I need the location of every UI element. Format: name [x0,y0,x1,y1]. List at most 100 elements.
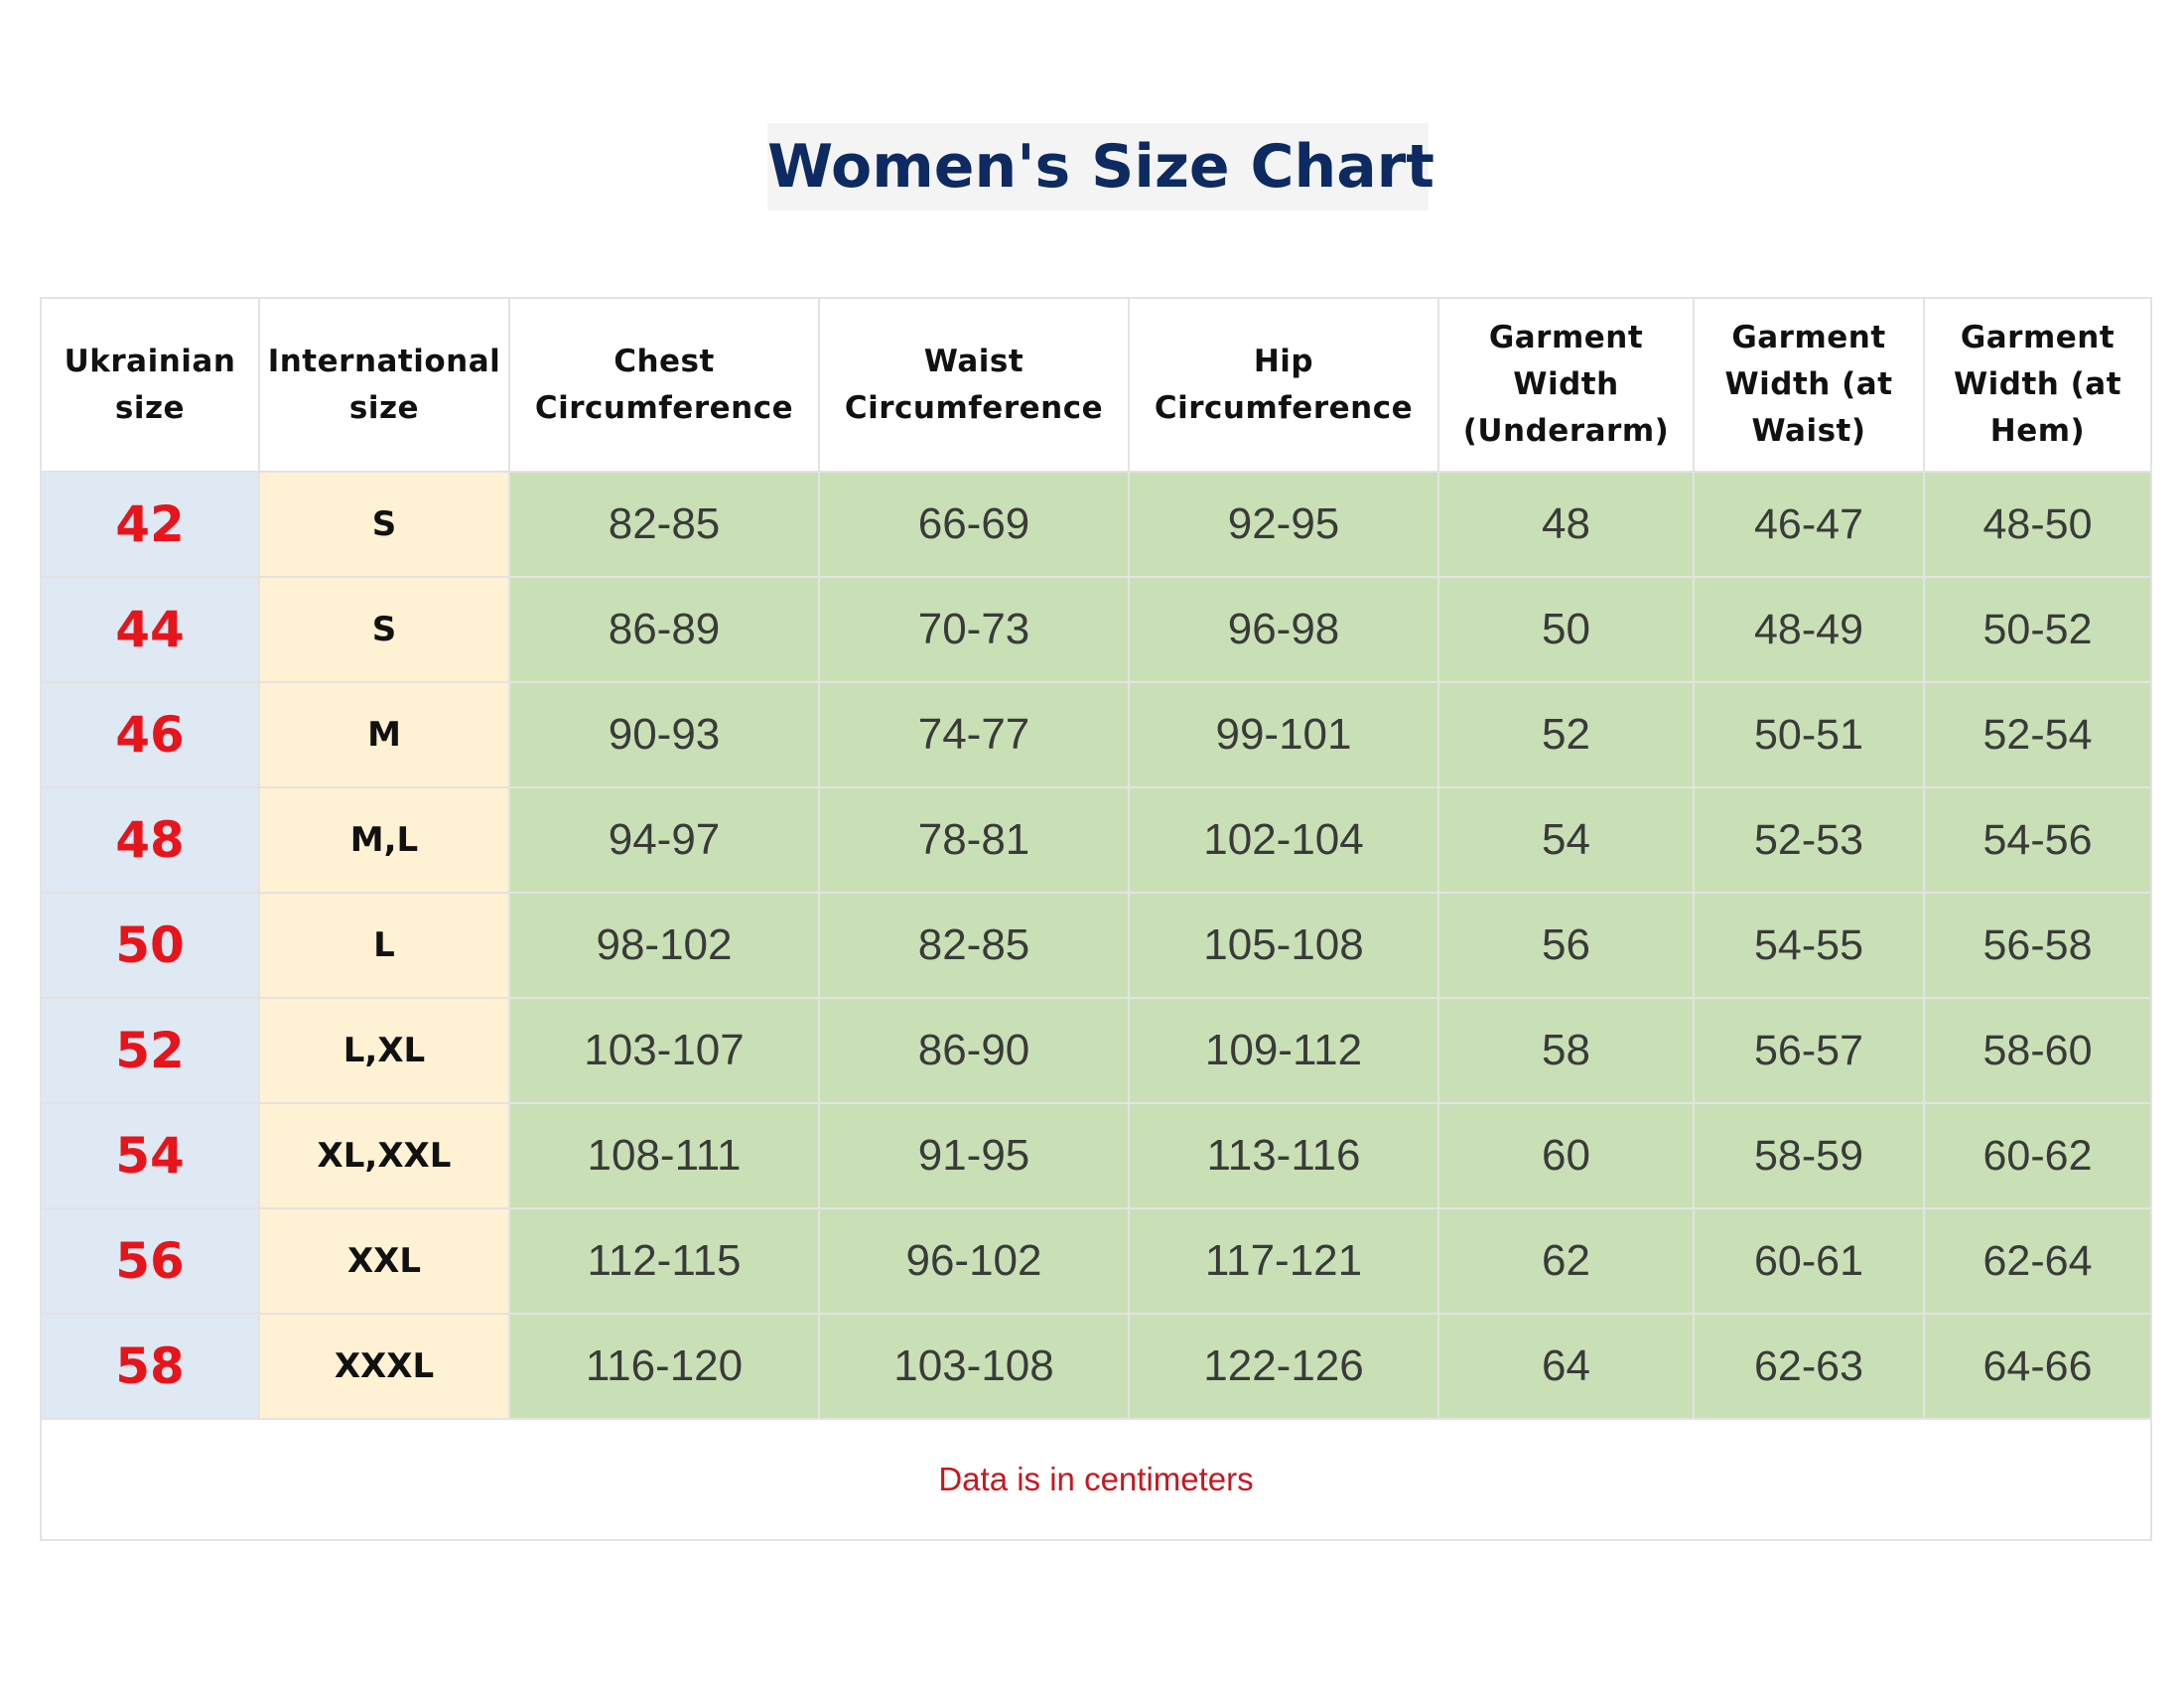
garment-width-waist-cell: 52-53 [1693,786,1925,894]
garment-width-hem-cell: 48-50 [1923,471,2152,578]
garment-width-underarm-cell: 50 [1437,576,1695,683]
international-size-cell: M,L [258,786,510,894]
table-row: 50 L 98-102 82-85 105-108 56 54-55 56-58 [40,892,2152,999]
waist-cell: 66-69 [818,471,1130,578]
units-note: Data is in centimeters [40,1418,2152,1541]
garment-width-underarm-cell: 58 [1437,997,1695,1104]
column-header-label: Ukrainian size [64,343,236,426]
garment-width-waist-cell: 54-55 [1693,892,1925,999]
chest-cell: 116-120 [508,1313,820,1420]
ukrainian-size-cell: 50 [40,892,260,999]
garment-width-hem-cell: 54-56 [1923,786,2152,894]
hip-cell: 92-95 [1128,471,1439,578]
ukrainian-size-cell: 54 [40,1102,260,1209]
column-header-label: Hip Circumference [1154,343,1414,426]
garment-width-hem-cell: 52-54 [1923,681,2152,788]
international-size-cell: M [258,681,510,788]
hip-cell: 117-121 [1128,1207,1439,1315]
waist-cell: 96-102 [818,1207,1130,1315]
table-row: 44 S 86-89 70-73 96-98 50 48-49 50-52 [40,576,2152,683]
garment-width-underarm-cell: 56 [1437,892,1695,999]
garment-width-underarm-cell: 64 [1437,1313,1695,1420]
waist-cell: 78-81 [818,786,1130,894]
hip-cell: 109-112 [1128,997,1439,1104]
column-header-waist: Waist Circumference [818,297,1130,473]
garment-width-waist-cell: 62-63 [1693,1313,1925,1420]
waist-cell: 82-85 [818,892,1130,999]
ukrainian-size-cell: 56 [40,1207,260,1315]
chest-cell: 108-111 [508,1102,820,1209]
international-size-cell: S [258,576,510,683]
international-size-cell: XL,XXL [258,1102,510,1209]
garment-width-waist-cell: 58-59 [1693,1102,1925,1209]
garment-width-waist-cell: 48-49 [1693,576,1925,683]
garment-width-underarm-cell: 62 [1437,1207,1695,1315]
column-header-international-size: International size [258,297,510,473]
column-header-garment-width-hem: Garment Width (at Hem) [1923,297,2152,473]
table-row: 48 M,L 94-97 78-81 102-104 54 52-53 54-5… [40,786,2152,894]
ukrainian-size-cell: 42 [40,471,260,578]
ukrainian-size-cell: 48 [40,786,260,894]
column-header-label: Garment Width (at Waist) [1724,320,1893,449]
hip-cell: 96-98 [1128,576,1439,683]
garment-width-underarm-cell: 48 [1437,471,1695,578]
chest-cell: 90-93 [508,681,820,788]
table-row: 46 M 90-93 74-77 99-101 52 50-51 52-54 [40,681,2152,788]
table-footer-row: Data is in centimeters [40,1418,2152,1541]
international-size-cell: XXL [258,1207,510,1315]
garment-width-hem-cell: 56-58 [1923,892,2152,999]
column-header-chest: Chest Circumference [508,297,820,473]
waist-cell: 70-73 [818,576,1130,683]
garment-width-underarm-cell: 54 [1437,786,1695,894]
garment-width-waist-cell: 50-51 [1693,681,1925,788]
table-header-row: Ukrainian size International size Chest … [40,297,2152,473]
size-chart-table: Ukrainian size International size Chest … [40,297,2152,1541]
hip-cell: 113-116 [1128,1102,1439,1209]
column-header-ukrainian-size: Ukrainian size [40,297,260,473]
garment-width-waist-cell: 60-61 [1693,1207,1925,1315]
garment-width-underarm-cell: 52 [1437,681,1695,788]
international-size-cell: XXXL [258,1313,510,1420]
ukrainian-size-cell: 52 [40,997,260,1104]
international-size-cell: S [258,471,510,578]
chest-cell: 103-107 [508,997,820,1104]
garment-width-hem-cell: 60-62 [1923,1102,2152,1209]
column-header-garment-width-underarm: Garment Width (Underarm) [1437,297,1695,473]
garment-width-waist-cell: 56-57 [1693,997,1925,1104]
hip-cell: 99-101 [1128,681,1439,788]
column-header-label: Waist Circumference [844,343,1104,426]
page-title: Women's Size Chart [767,123,1434,211]
ukrainian-size-cell: 44 [40,576,260,683]
table-row: 58 XXXL 116-120 103-108 122-126 64 62-63… [40,1313,2152,1420]
column-header-label: Garment Width (at Hem) [1953,320,2122,449]
column-header-label: Chest Circumference [534,343,794,426]
garment-width-underarm-cell: 60 [1437,1102,1695,1209]
garment-width-hem-cell: 62-64 [1923,1207,2152,1315]
waist-cell: 86-90 [818,997,1130,1104]
garment-width-hem-cell: 64-66 [1923,1313,2152,1420]
table-row: 52 L,XL 103-107 86-90 109-112 58 56-57 5… [40,997,2152,1104]
waist-cell: 74-77 [818,681,1130,788]
hip-cell: 105-108 [1128,892,1439,999]
chest-cell: 86-89 [508,576,820,683]
garment-width-waist-cell: 46-47 [1693,471,1925,578]
column-header-hip: Hip Circumference [1128,297,1439,473]
column-header-label: Garment Width (Underarm) [1462,320,1670,449]
chest-cell: 112-115 [508,1207,820,1315]
chest-cell: 94-97 [508,786,820,894]
hip-cell: 122-126 [1128,1313,1439,1420]
column-header-label: International size [267,343,501,426]
international-size-cell: L,XL [258,997,510,1104]
column-header-garment-width-waist: Garment Width (at Waist) [1693,297,1925,473]
hip-cell: 102-104 [1128,786,1439,894]
chest-cell: 98-102 [508,892,820,999]
waist-cell: 103-108 [818,1313,1130,1420]
table-row: 56 XXL 112-115 96-102 117-121 62 60-61 6… [40,1207,2152,1315]
ukrainian-size-cell: 58 [40,1313,260,1420]
ukrainian-size-cell: 46 [40,681,260,788]
chest-cell: 82-85 [508,471,820,578]
table-row: 54 XL,XXL 108-111 91-95 113-116 60 58-59… [40,1102,2152,1209]
waist-cell: 91-95 [818,1102,1130,1209]
garment-width-hem-cell: 58-60 [1923,997,2152,1104]
international-size-cell: L [258,892,510,999]
